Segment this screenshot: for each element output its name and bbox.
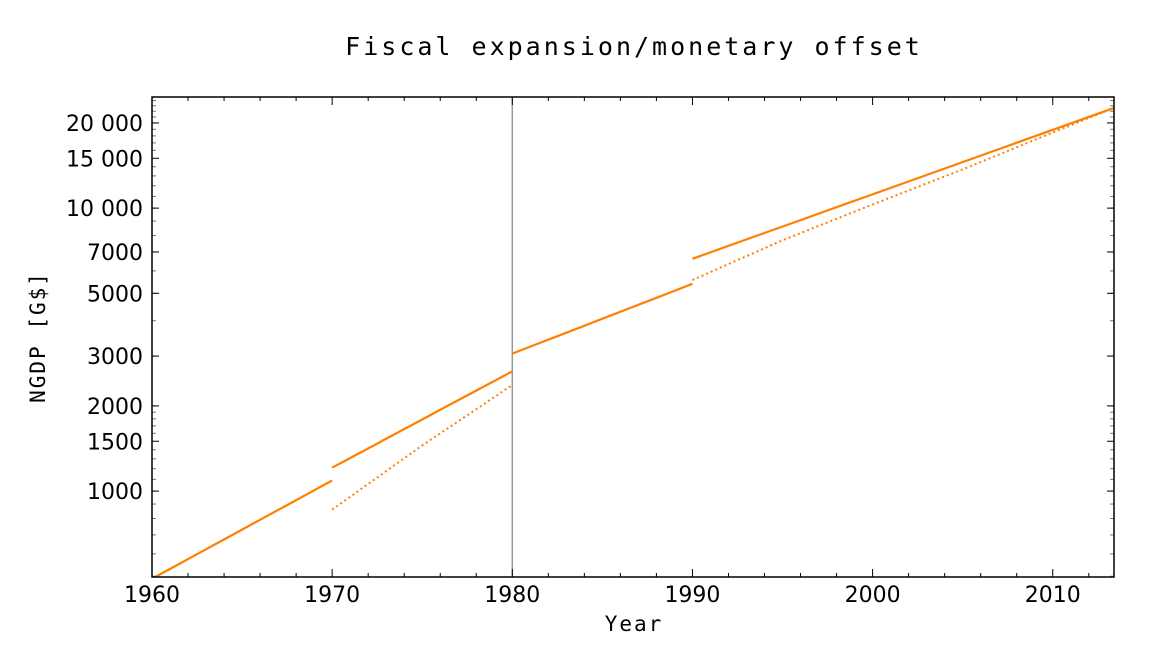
x-tick-label: 2010 [1025,583,1081,608]
solid-series-line [511,282,693,355]
y-tick-label: 15 000 [66,147,143,172]
x-tick-label: 1960 [124,583,180,608]
chart-title: Fiscal expansion/monetary offset [345,32,923,61]
x-tick-label: 1970 [304,583,360,608]
solid-series-line [331,370,513,469]
axis-ticks: 1960 1970 1980 1990 2000 2010 1000 1500 2000 3000… [66,97,1114,608]
series-layer [152,106,1114,577]
y-tick-label: 1500 [87,430,143,455]
y-tick-label: 2000 [87,395,143,420]
dotted-series-line [331,384,513,511]
y-tick-label: 1000 [87,480,143,505]
x-tick-label: 2000 [845,583,901,608]
plot-frame [151,96,1115,578]
y-axis-label: NGDP [G$] [26,271,50,403]
solid-series-line [692,106,1114,260]
y-tick-label: 20 000 [66,112,143,137]
x-tick-label: 1990 [664,583,720,608]
y-tick-label: 7000 [87,241,143,266]
x-axis-label: Year [605,612,664,636]
y-tick-label: 3000 [87,345,143,370]
y-tick-label: 5000 [87,282,143,307]
y-tick-label: 10 000 [66,197,143,222]
x-tick-label: 1980 [484,583,540,608]
solid-series-line [152,479,333,577]
dotted-series-line [692,106,1114,281]
